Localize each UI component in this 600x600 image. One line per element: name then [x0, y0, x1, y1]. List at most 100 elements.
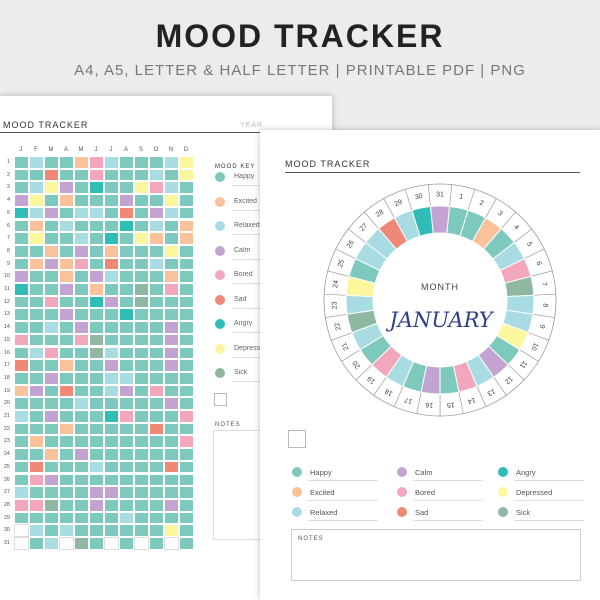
mood-cell[interactable]	[119, 181, 134, 195]
mood-cell[interactable]	[59, 181, 74, 195]
mood-cell[interactable]	[134, 194, 149, 207]
mood-cell[interactable]	[59, 435, 74, 449]
mood-cell[interactable]	[74, 473, 89, 487]
mood-cell[interactable]	[14, 448, 29, 461]
mood-cell[interactable]	[44, 422, 59, 436]
mood-cell[interactable]	[134, 410, 149, 423]
mood-cell[interactable]	[164, 194, 179, 207]
mood-cell[interactable]	[14, 486, 29, 499]
mood-cell[interactable]	[29, 232, 44, 245]
mood-cell[interactable]	[89, 194, 104, 207]
mood-cell[interactable]	[149, 308, 164, 322]
mood-cell[interactable]	[44, 371, 59, 385]
mood-cell[interactable]	[29, 346, 44, 360]
mood-cell[interactable]	[29, 156, 44, 169]
mood-cell[interactable]	[164, 181, 179, 195]
mood-cell[interactable]	[164, 448, 179, 461]
mood-cell[interactable]	[14, 168, 29, 182]
mood-cell[interactable]	[44, 473, 59, 487]
mood-cell[interactable]	[89, 295, 104, 309]
mood-cell[interactable]	[164, 333, 179, 347]
mood-cell[interactable]	[59, 537, 74, 550]
mood-cell[interactable]	[59, 473, 74, 487]
mood-cell[interactable]	[149, 283, 164, 296]
mood-cell[interactable]	[59, 486, 74, 499]
mood-cell[interactable]	[44, 524, 59, 537]
mood-cell[interactable]	[179, 333, 194, 347]
mood-cell[interactable]	[179, 537, 194, 550]
mood-cell[interactable]	[14, 422, 29, 436]
mood-cell[interactable]	[29, 244, 44, 258]
mood-cell[interactable]	[119, 460, 134, 474]
mood-cell[interactable]	[14, 397, 29, 410]
mood-cell[interactable]	[149, 473, 164, 487]
mood-cell[interactable]	[44, 168, 59, 182]
mood-cell[interactable]	[89, 524, 104, 537]
mood-cell[interactable]	[89, 283, 104, 296]
mood-cell[interactable]	[164, 232, 179, 245]
mood-cell[interactable]	[149, 511, 164, 525]
mood-cell[interactable]	[44, 410, 59, 423]
mood-cell[interactable]	[149, 537, 164, 550]
mood-cell[interactable]	[29, 295, 44, 309]
mood-cell[interactable]	[164, 308, 179, 322]
mood-cell[interactable]	[59, 168, 74, 182]
mood-cell[interactable]	[164, 346, 179, 360]
mood-cell[interactable]	[59, 295, 74, 309]
mood-cell[interactable]	[74, 511, 89, 525]
mood-cell[interactable]	[74, 346, 89, 360]
mood-cell[interactable]	[164, 371, 179, 385]
mood-cell[interactable]	[119, 537, 134, 550]
mood-cell[interactable]	[104, 511, 119, 525]
mood-cell[interactable]	[179, 194, 194, 207]
mood-cell[interactable]	[44, 537, 59, 550]
mood-cell[interactable]	[74, 486, 89, 499]
mood-cell[interactable]	[74, 156, 89, 169]
mood-cell[interactable]	[89, 181, 104, 195]
mood-cell[interactable]	[119, 435, 134, 449]
mood-cell[interactable]	[164, 460, 179, 474]
mood-cell[interactable]	[134, 232, 149, 245]
mood-cell[interactable]	[134, 384, 149, 398]
mood-cell[interactable]	[44, 321, 59, 334]
mood-cell[interactable]	[179, 156, 194, 169]
mood-cell[interactable]	[149, 219, 164, 233]
mood-cell[interactable]	[119, 283, 134, 296]
mood-cell[interactable]	[104, 181, 119, 195]
mood-cell[interactable]	[29, 219, 44, 233]
mood-cell[interactable]	[179, 359, 194, 372]
mood-cell[interactable]	[134, 460, 149, 474]
mood-cell[interactable]	[29, 359, 44, 372]
mood-cell[interactable]	[164, 219, 179, 233]
mood-cell[interactable]	[179, 168, 194, 182]
mood-cell[interactable]	[44, 486, 59, 499]
mood-cell[interactable]	[14, 384, 29, 398]
mood-cell[interactable]	[149, 194, 164, 207]
mood-cell[interactable]	[104, 308, 119, 322]
mood-cell[interactable]	[44, 384, 59, 398]
mood-cell[interactable]	[29, 194, 44, 207]
mood-cell[interactable]	[14, 410, 29, 423]
mood-cell[interactable]	[119, 371, 134, 385]
mood-cell[interactable]	[134, 486, 149, 499]
mood-cell[interactable]	[29, 473, 44, 487]
mood-cell[interactable]	[74, 232, 89, 245]
mood-cell[interactable]	[14, 537, 29, 550]
mood-cell[interactable]	[119, 473, 134, 487]
mood-cell[interactable]	[14, 257, 29, 271]
mood-cell[interactable]	[119, 524, 134, 537]
mood-cell[interactable]	[179, 422, 194, 436]
mood-cell[interactable]	[104, 321, 119, 334]
mood-cell[interactable]	[44, 219, 59, 233]
mood-cell[interactable]	[44, 156, 59, 169]
mood-cell[interactable]	[44, 397, 59, 410]
mood-cell[interactable]	[29, 448, 44, 461]
mood-cell[interactable]	[164, 397, 179, 410]
mood-cell[interactable]	[164, 168, 179, 182]
mood-cell[interactable]	[104, 460, 119, 474]
mood-cell[interactable]	[149, 244, 164, 258]
mood-cell[interactable]	[119, 308, 134, 322]
mood-cell[interactable]	[59, 371, 74, 385]
mood-cell[interactable]	[89, 410, 104, 423]
mood-cell[interactable]	[89, 537, 104, 550]
